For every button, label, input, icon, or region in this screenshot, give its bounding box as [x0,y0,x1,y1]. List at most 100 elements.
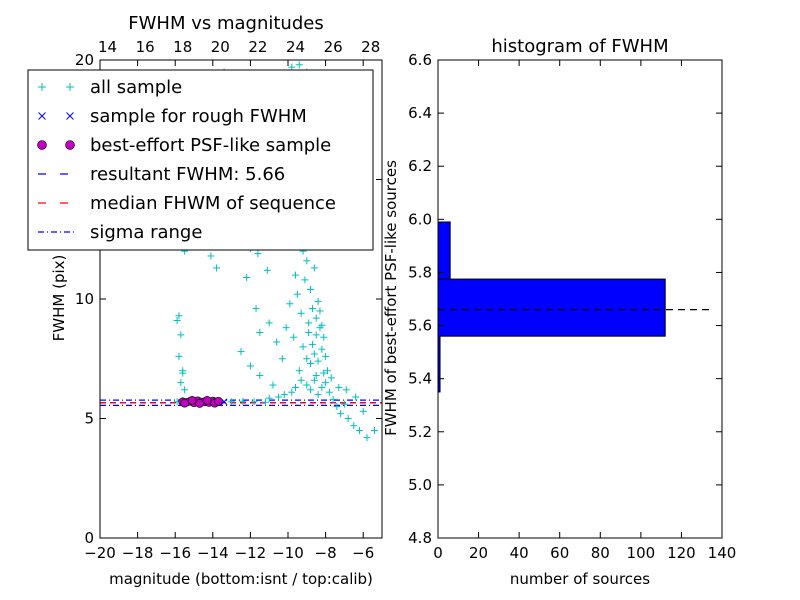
all-sample-point [246,362,254,370]
all-sample-point [265,394,273,402]
histogram-bar [437,221,451,280]
all-sample-point [310,264,318,272]
psf-sample-point [195,399,204,408]
all-sample-point [318,321,326,329]
top-x-tick-label: 20 [211,38,230,56]
all-sample-point [181,386,189,394]
all-sample-point [295,367,303,375]
x-tick-label: 40 [510,544,529,562]
all-sample-point [273,338,281,346]
all-sample-point [359,407,367,415]
y-tick-label: 5.8 [408,263,432,281]
all-sample-point [307,386,315,394]
all-sample-point [327,374,335,382]
all-sample-point [263,266,271,274]
y-tick-label: 6.0 [408,210,432,228]
right-chart-title: histogram of FWHM [491,36,668,57]
all-sample-point [318,383,326,391]
all-sample-point [318,345,326,353]
all-sample-point [308,305,316,313]
all-sample-point [350,422,358,430]
legend-entry: all sample [38,77,182,98]
right-axis-ticks: 0 20 40 60 80 100 120 140 4.8 5.0 5.2 5.4 5.6 5.8 6.0 6… [408,51,736,562]
all-sample-point [301,276,309,284]
all-sample-point [329,395,337,403]
legend-entry: sample for rough FWHM [38,106,307,127]
all-sample-point [307,360,315,368]
all-sample-point [280,391,288,399]
fwhm-vs-magnitude-chart: FWHM vs magnitudes −20 −18 −16 −14 −12 −10 −8−… [27,13,383,588]
psf-sample-point [202,396,212,405]
all-sample-point [312,371,320,379]
all-sample-point [261,398,269,406]
x-tick-label: 120 [667,544,696,562]
all-sample-point [322,352,330,360]
all-sample-point [310,376,318,384]
all-sample-point [213,264,221,272]
all-sample-point [340,400,348,408]
all-sample-point [265,319,273,327]
all-sample-point [305,319,313,327]
all-sample-point [239,397,247,405]
all-sample-point [322,379,330,387]
x-tick-label: −16 [159,544,191,562]
legend-entry: median FHWM of sequence [38,193,336,214]
all-sample-point [323,367,331,375]
all-sample-point [308,340,316,348]
y-tick-label: 5 [84,410,94,428]
all-sample-point [293,290,301,298]
legend-box [27,69,374,251]
y-tick-label: 10 [75,290,94,308]
all-sample-point [325,388,333,396]
right-plot-area [437,59,723,539]
psf-sample-point [214,396,223,406]
right-y-axis-label: FWHM of best-effort PSF-like sources [382,160,400,436]
y-tick-label: 20 [75,51,94,69]
all-sample-point [292,271,300,279]
right-x-axis-label: number of sources [510,570,650,588]
all-sample-point [250,398,258,406]
legend-label: sample for rough FWHM [90,106,307,127]
x-tick-label: 140 [708,544,737,562]
legend-label: sigma range [90,222,202,243]
y-tick-label: 5.0 [408,476,432,494]
all-sample-point [333,403,341,411]
all-sample-point [320,333,328,341]
legend-label: median FHWM of sequence [90,193,336,214]
x-tick-label: 0 [433,544,443,562]
all-sample-point [179,369,187,377]
all-sample-point [207,252,215,260]
top-x-tick-label: 14 [98,38,117,56]
all-sample-point [297,376,305,384]
x-tick-label: −12 [235,544,267,562]
top-x-tick-label: 18 [173,38,192,56]
all-sample-point [295,61,303,69]
psf-sample-point [187,396,197,405]
all-sample-point [307,285,315,293]
top-x-tick-label: 22 [248,38,267,56]
all-sample-point [290,333,298,341]
all-sample-point [254,250,262,258]
x-tick-label: 100 [627,544,656,562]
x-tick-label: 20 [469,544,488,562]
all-sample-point [297,309,305,317]
all-sample-point [256,371,264,379]
all-sample-point [370,426,378,434]
all-sample-point [243,273,251,281]
y-tick-label: 6.2 [408,157,432,175]
all-sample-point [314,391,322,399]
all-sample-point [269,381,277,389]
all-sample-point [316,307,324,315]
all-sample-point [286,300,294,308]
all-sample-point [256,328,264,336]
top-x-tick-label: 24 [286,38,305,56]
all-sample-point [335,383,343,391]
all-sample-point [352,393,360,401]
all-sample-point [173,317,181,325]
all-sample-point [177,379,185,387]
legend-label: best-effort PSF-like sample [90,135,331,156]
all-sample-point [175,312,183,320]
all-sample-point [314,357,322,365]
fwhm-histogram-chart: histogram of FWHM 0 20 40 60 80 100 120 140 4.8 5… [382,36,736,588]
all-sample-point [303,257,311,265]
